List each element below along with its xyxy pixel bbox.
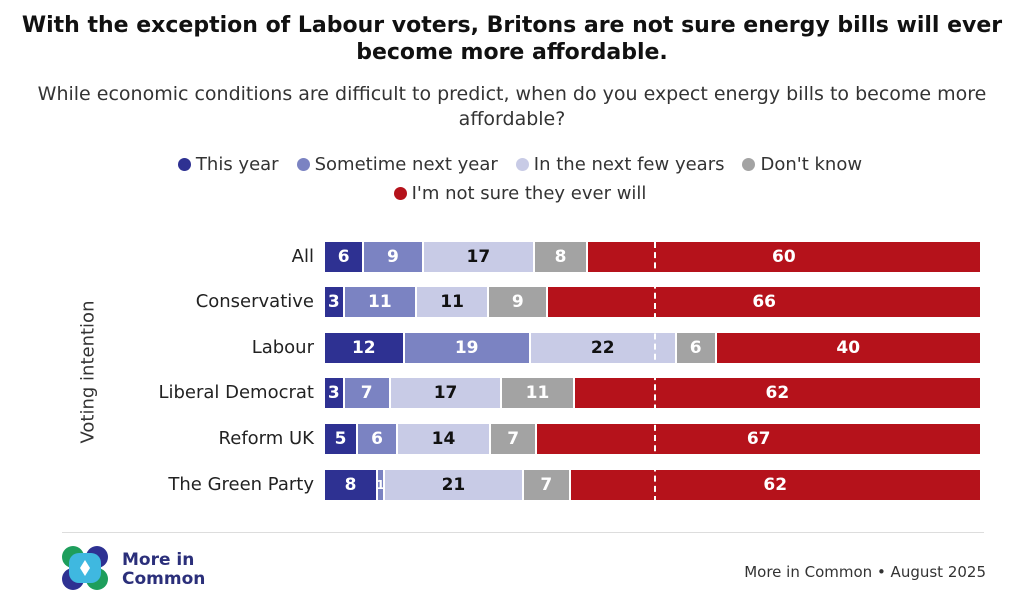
bar-segment: 1 (376, 470, 385, 500)
logo-text-line-1: More in (122, 550, 195, 570)
bar-segment: 7 (344, 378, 391, 408)
bar-segment: 14 (398, 424, 491, 454)
legend-label: Don't know (760, 154, 863, 175)
footer-divider (62, 532, 984, 533)
legend-dot-icon (393, 187, 407, 200)
legend-item: I'm not sure they ever will (393, 179, 647, 208)
bar-segment: 17 (390, 378, 503, 408)
legend: This year Sometime next year In the next f… (60, 150, 980, 208)
legend-item: Don't know (742, 150, 862, 179)
bar-segment: 6 (325, 242, 365, 272)
bar-segment: 11 (416, 287, 490, 317)
bar-segment: 8 (325, 470, 379, 500)
legend-dot-icon (742, 158, 756, 171)
logo-text-line-2: Common (122, 569, 206, 589)
bar-segment: 67 (537, 424, 982, 454)
bar-segment: 6 (676, 333, 717, 363)
row-label: The Green Party (168, 474, 314, 495)
bar-segment: 11 (344, 287, 417, 317)
legend-item: In the next few years (515, 150, 725, 179)
bar-segment: 40 (716, 333, 982, 363)
legend-dot-icon (515, 158, 529, 171)
legend-label: Sometime next year (314, 154, 498, 175)
logo-text: More in Common (122, 551, 205, 589)
row-label: Labour (251, 337, 314, 358)
bar-segment: 12 (325, 333, 405, 363)
legend-label: This year (195, 154, 279, 175)
chart-title: With the exception of Labour voters, Bri… (21, 13, 1003, 65)
fifty-percent-line (654, 242, 656, 502)
legend-label: I'm not sure they ever will (411, 183, 647, 204)
bar-segment: 7 (524, 470, 571, 500)
legend-dot-icon (177, 158, 191, 171)
legend-item: This year (177, 150, 279, 179)
bar-segment: 9 (364, 242, 424, 272)
bar-segment: 62 (570, 470, 982, 500)
bar-segment: 8 (535, 242, 588, 272)
bar-segment: 22 (530, 333, 677, 363)
chart-subtitle: While economic conditions are difficult … (37, 83, 987, 130)
bar-segment: 9 (489, 287, 549, 317)
row-label: All (291, 246, 314, 267)
bar-segment: 5 (325, 424, 359, 454)
legend-label: In the next few years (533, 154, 725, 175)
y-axis-label: Voting intention (77, 300, 99, 444)
bar-segment: 3 (325, 378, 345, 408)
bar-segment: 6 (358, 424, 398, 454)
row-label: Reform UK (218, 428, 314, 449)
legend-item: Sometime next year (296, 150, 498, 179)
bar-segment: 60 (587, 242, 982, 272)
bar-segment: 3 (325, 287, 345, 317)
bar-segment: 7 (490, 424, 538, 454)
more-in-common-logo-icon (62, 546, 108, 590)
bar-segment: 21 (384, 470, 525, 500)
bar-segment: 11 (502, 378, 575, 408)
bar-segment: 62 (574, 378, 982, 408)
bar-segment: 17 (423, 242, 536, 272)
row-label: Conservative (195, 291, 314, 312)
source-note: More in Common • August 2025 (744, 563, 986, 581)
bar-segment: 66 (548, 287, 982, 317)
legend-dot-icon (296, 158, 310, 171)
row-label: Liberal Democrat (158, 382, 314, 403)
bar-segment: 19 (404, 333, 531, 363)
